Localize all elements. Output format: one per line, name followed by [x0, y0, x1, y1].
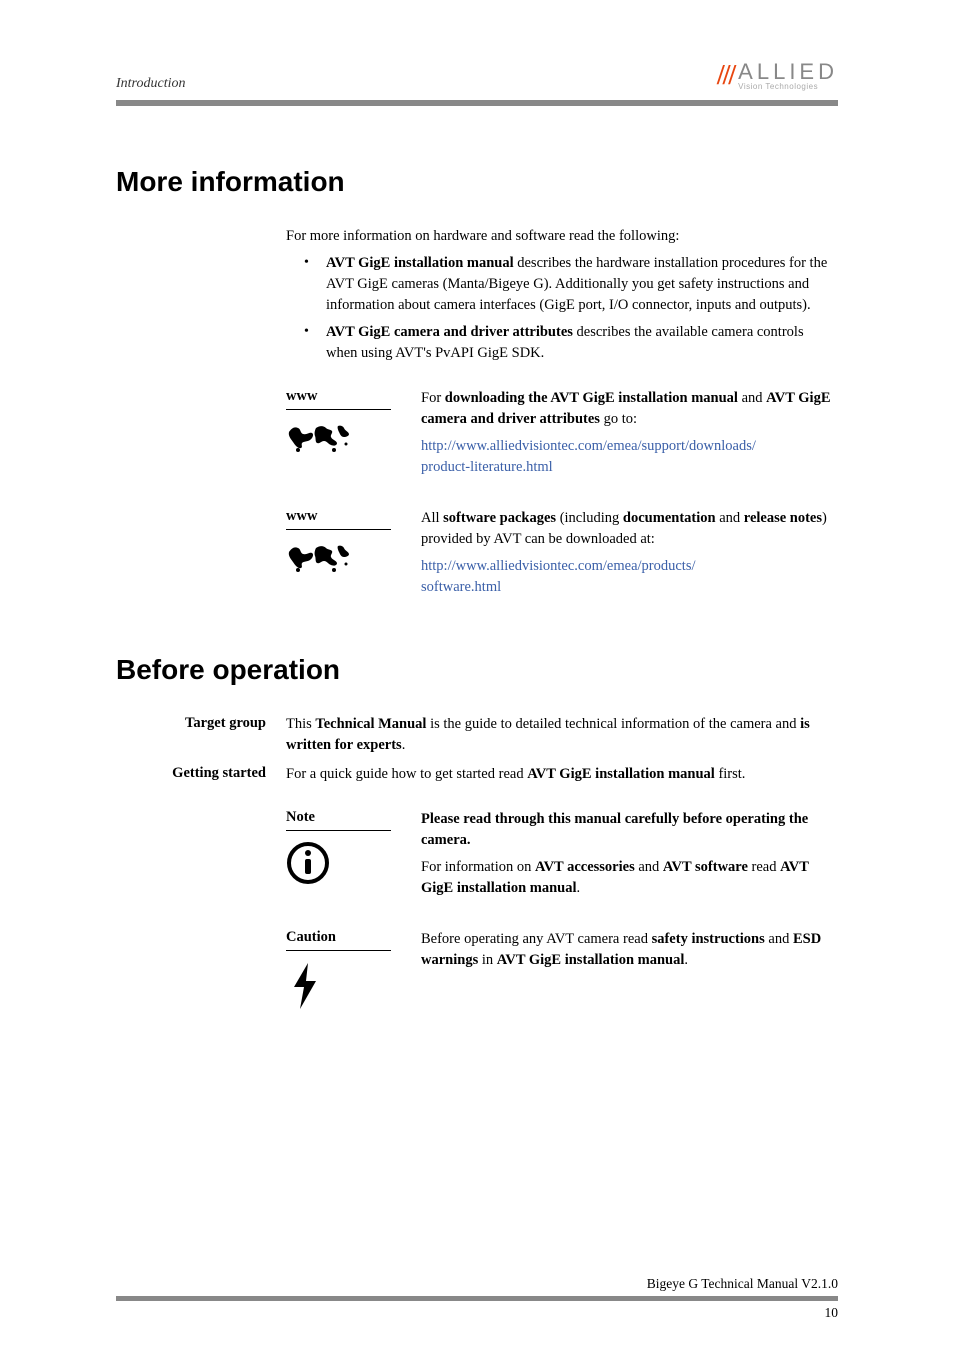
callout-www-label-2: www	[286, 508, 391, 530]
footer-document-title: Bigeye G Technical Manual V2.1.0	[116, 1276, 838, 1292]
footer-page-number: 10	[116, 1305, 838, 1321]
lightning-icon	[286, 961, 391, 1016]
downloads-link-line1[interactable]: http://www.alliedvisiontec.com/emea/supp…	[421, 438, 756, 454]
more-information-heading: More information	[116, 166, 838, 198]
logo-sub-text: Vision Technologies	[738, 83, 838, 91]
footer-rule	[116, 1296, 838, 1301]
software-link-line1[interactable]: http://www.alliedvisiontec.com/emea/prod…	[421, 558, 696, 574]
target-group-label: Target group	[116, 714, 266, 756]
header-rule	[116, 100, 838, 106]
callout-note-label: Note	[286, 809, 391, 831]
download-manual-text: For downloading the AVT GigE installatio…	[421, 388, 838, 430]
caution-text: Before operating any AVT camera read saf…	[421, 929, 838, 971]
world-map-icon	[286, 420, 391, 461]
info-icon	[286, 841, 391, 890]
software-link-line2[interactable]: software.html	[421, 579, 501, 595]
company-logo: /// ALLIED Vision Technologies	[717, 60, 838, 92]
world-map-icon	[286, 540, 391, 581]
note-accessories: For information on AVT accessories and A…	[421, 857, 838, 899]
downloads-link-line2[interactable]: product-literature.html	[421, 459, 553, 475]
logo-main-text: ALLIED	[738, 61, 838, 83]
note-read-manual: Please read through this manual carefull…	[421, 809, 838, 851]
bullet-driver-attributes: AVT GigE camera and driver attributes de…	[304, 322, 838, 364]
software-packages-text: All software packages (including documen…	[421, 508, 838, 550]
getting-started-text: For a quick guide how to get started rea…	[286, 764, 838, 785]
callout-caution-label: Caution	[286, 929, 391, 951]
getting-started-label: Getting started	[116, 764, 266, 785]
intro-paragraph: For more information on hardware and sof…	[286, 226, 838, 247]
target-group-text: This Technical Manual is the guide to de…	[286, 714, 838, 756]
bullet-install-manual: AVT GigE installation manual describes t…	[304, 253, 838, 316]
callout-www-label: www	[286, 388, 391, 410]
before-operation-heading: Before operation	[116, 654, 838, 686]
logo-slashes-icon: ///	[717, 60, 734, 92]
header-section-label: Introduction	[116, 76, 185, 92]
